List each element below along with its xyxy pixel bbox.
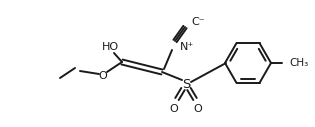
Text: O: O: [99, 71, 107, 81]
Text: N⁺: N⁺: [180, 42, 194, 52]
Text: CH₃: CH₃: [289, 58, 308, 68]
Text: C⁻: C⁻: [191, 17, 205, 27]
Text: S: S: [182, 77, 190, 91]
Text: O: O: [194, 104, 202, 114]
Text: O: O: [169, 104, 178, 114]
Text: HO: HO: [101, 42, 118, 52]
